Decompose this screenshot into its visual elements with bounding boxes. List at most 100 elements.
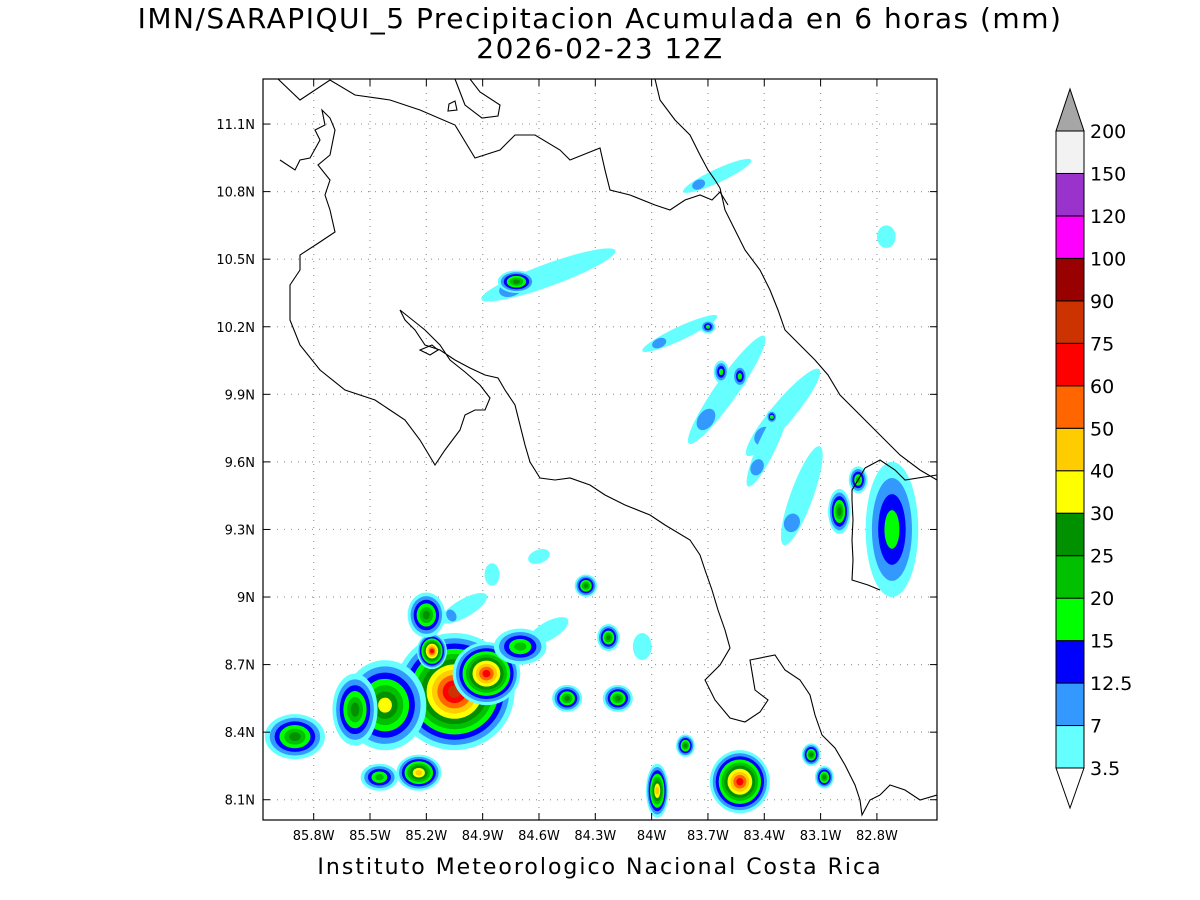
y-tick-label: 9.3N: [225, 523, 255, 538]
precip-cell: [709, 750, 770, 814]
colorbar-box: [1055, 555, 1085, 599]
x-tick-label: 83.4W: [743, 829, 785, 844]
light-precip-band: [780, 446, 823, 546]
light-precip-band: [642, 315, 718, 353]
plot-frame: [262, 78, 938, 821]
colorbar-box: [1055, 597, 1085, 642]
caribbean-coast-costa-rica: [719, 187, 937, 481]
precip-cell: [676, 734, 695, 757]
colorbar-label: 30: [1090, 503, 1114, 525]
y-axis-ticks: 8.1N 8.4N 8.7N 9N 9.3N 9.6N 9.9N 10.2N 10.5N 10.8…: [216, 118, 937, 809]
precip-cell: [574, 574, 598, 598]
precip-cell: [264, 714, 325, 760]
precip-cell: [732, 365, 748, 388]
x-axis-ticks: 85.8W 85.5W 85.2W 84.9W 84.6W 84.3W 84W 83.7W 83…: [293, 79, 898, 844]
map-grid: [263, 79, 937, 820]
precip-cell: [814, 765, 834, 789]
colorbar-lower-arrow: [1055, 767, 1085, 810]
colorbar-label: 100: [1090, 248, 1126, 270]
y-tick-label: 8.4N: [225, 726, 255, 741]
precip-cell: [801, 743, 821, 766]
colorbar-label: 200: [1090, 121, 1126, 143]
colorbar-label: 90: [1090, 291, 1114, 313]
x-tick-label: 85.8W: [293, 829, 335, 844]
colorbar-label: 12.5: [1090, 673, 1132, 695]
precip-cell: [396, 754, 442, 791]
light-precip-band: [440, 593, 488, 624]
precip-cell: [602, 684, 633, 712]
y-tick-label: 10.5N: [216, 253, 255, 268]
precip-cell: [416, 633, 447, 670]
colorbar-box: [1055, 215, 1085, 259]
light-precip-band: [481, 248, 616, 302]
precip-cell: [766, 410, 778, 424]
colorbar-label: 7: [1090, 716, 1102, 738]
footer-credit: Instituto Meteorologico Nacional Costa R…: [317, 855, 883, 880]
colorbar-box: [1055, 385, 1085, 429]
light-precip-band: [528, 549, 550, 564]
panama-pacific-coast: [879, 784, 937, 801]
y-tick-label: 11.1N: [216, 118, 255, 133]
precip-cell: [713, 360, 729, 384]
colorbar-box: [1055, 300, 1085, 344]
x-tick-label: 85.2W: [405, 829, 447, 844]
colorbar-label: 50: [1090, 418, 1114, 440]
precip-cell: [360, 763, 399, 791]
panama-border: [851, 467, 881, 591]
colorbar-box: [1055, 257, 1085, 302]
x-tick-label: 85.5W: [349, 829, 391, 844]
colorbar-box: [1055, 172, 1085, 217]
x-tick-label: 84.6W: [518, 829, 560, 844]
coastline-borders: [277, 79, 937, 817]
precip-cell: [828, 488, 851, 534]
chart-title: IMN/SARAPIQUI_5 Precipitacion Acumulada …: [137, 2, 1063, 35]
x-tick-label: 84W: [637, 829, 667, 844]
y-tick-label: 10.8N: [216, 186, 255, 201]
nicaragua-caribbean-coast: [654, 79, 721, 189]
panama-border-north: [864, 459, 937, 481]
precip-cell: [497, 270, 536, 293]
precip-cell: [552, 684, 583, 712]
x-tick-label: 84.3W: [574, 829, 616, 844]
colorbar-label: 120: [1090, 206, 1126, 228]
precip-cell: [407, 592, 446, 638]
x-tick-label: 84.9W: [462, 829, 504, 844]
colorbar-box: [1055, 427, 1085, 472]
pacific-coast-nicoya: [279, 108, 881, 817]
y-tick-label: 8.7N: [225, 659, 255, 674]
colorbar-label: 60: [1090, 376, 1114, 398]
chart-subtitle: 2026-02-23 12Z: [476, 32, 724, 65]
colorbar: 3.5 7 12.5 15 20 25 30 40 50 60 75 90 100 120 150 200: [1055, 87, 1132, 810]
colorbar-box: [1055, 512, 1085, 557]
precip-cell: [865, 461, 919, 598]
y-tick-label: 9N: [237, 591, 255, 606]
y-tick-label: 10.2N: [216, 321, 255, 336]
light-precip-band: [746, 401, 790, 487]
light-precip-band: [484, 563, 500, 586]
lake-island: [447, 100, 458, 112]
colorbar-label: 25: [1090, 546, 1114, 568]
y-tick-label: 9.6N: [225, 456, 255, 471]
colorbar-box: [1055, 725, 1085, 769]
colorbar-box: [1055, 342, 1085, 387]
x-tick-label: 83.7W: [687, 829, 729, 844]
light-precip-band: [632, 633, 652, 661]
nicaragua-costa-rica-border: [277, 79, 729, 211]
colorbar-box: [1055, 470, 1085, 514]
x-tick-label: 83.1W: [800, 829, 842, 844]
colorbar-label: 40: [1090, 461, 1114, 483]
colorbar-upper-arrow: [1055, 87, 1085, 132]
colorbar-box: [1055, 130, 1085, 174]
colorbar-label: 20: [1090, 588, 1114, 610]
colorbar-box: [1055, 640, 1085, 684]
lake-nicaragua-shore: [454, 79, 501, 119]
y-tick-label: 8.1N: [225, 794, 255, 809]
light-precip-band: [687, 335, 766, 445]
precip-cell: [700, 319, 716, 334]
precip-cell: [645, 763, 669, 818]
precipitation-field: [264, 158, 919, 818]
colorbar-label: 150: [1090, 163, 1126, 185]
colorbar-label: 3.5: [1090, 758, 1120, 780]
colorbar-label: 75: [1090, 333, 1114, 355]
